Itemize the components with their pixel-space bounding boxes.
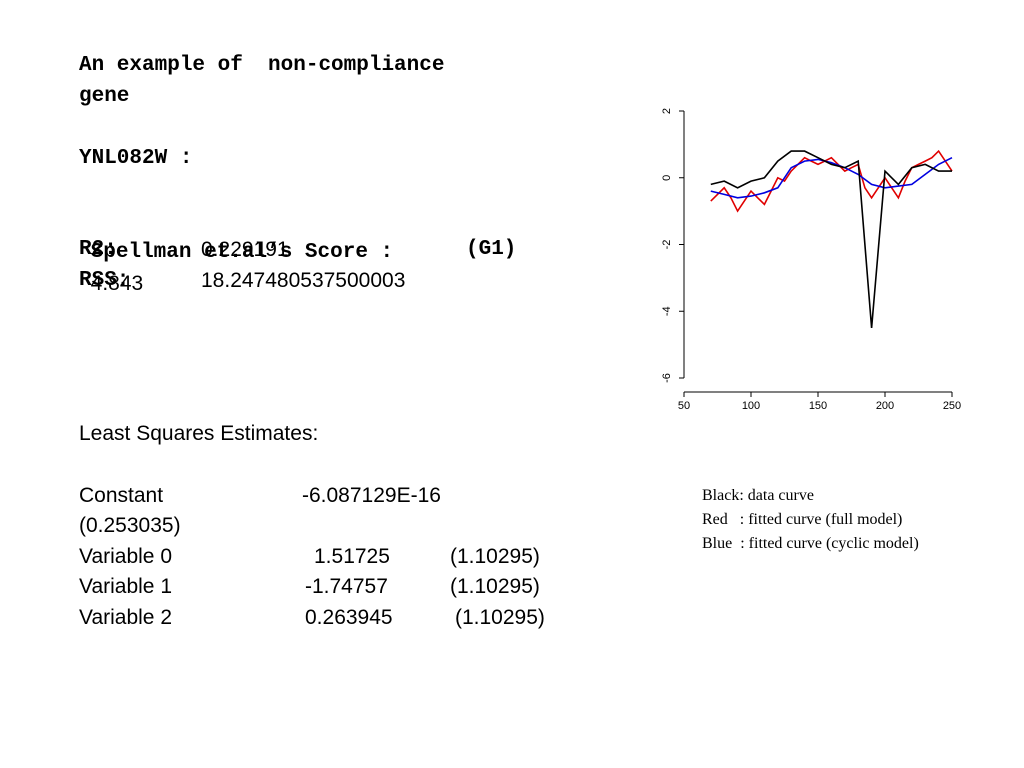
estimate-se-constant: (0.253035)	[79, 514, 181, 537]
estimate-value-var2: 0.263945	[305, 606, 393, 629]
x-tick-label: 200	[876, 400, 894, 412]
estimate-name-var1: Variable 1	[79, 575, 173, 598]
estimate-value-var0: 1.51725	[314, 545, 390, 568]
legend-red: Red : fitted curve (full model)	[702, 511, 903, 528]
series-line-2	[710, 156, 953, 199]
estimate-value-var1: -1.74757	[305, 575, 388, 598]
estimate-name-var2: Variable 2	[79, 606, 173, 629]
estimate-value-constant: -6.087129E-16	[302, 484, 441, 507]
estimate-name-var0: Variable 0	[79, 545, 173, 568]
x-tick-label: 150	[809, 400, 827, 412]
legend-black: Black: data curve	[702, 487, 814, 504]
estimates-title: Least Squares Estimates:	[79, 422, 319, 445]
heading-line-1: An example of non-compliance	[79, 54, 445, 77]
y-tick-label: 2	[661, 108, 673, 114]
series-line-0	[710, 150, 952, 328]
estimate-name-constant: Constant	[79, 484, 164, 507]
y-tick-label: -6	[661, 373, 673, 383]
estimate-se-var2: (1.10295)	[455, 606, 545, 629]
y-tick-label: -2	[661, 240, 673, 250]
expression-line-chart: 2 0 -2 -4 -6 50 100 150 200 250	[661, 108, 961, 412]
score-label: Spellman et.al’s Score :	[90, 241, 394, 264]
r2-value: 0.229191	[201, 238, 289, 261]
rss-label: RSS:	[79, 269, 130, 292]
x-tick-label: 100	[742, 400, 760, 412]
x-tick-label: 50	[678, 400, 690, 412]
x-tick-label: 250	[943, 400, 961, 412]
gene-id: YNL082W :	[79, 147, 193, 170]
r2-label: R2:	[79, 238, 117, 261]
legend-blue: Blue : fitted curve (cyclic model)	[702, 535, 919, 552]
rss-value: 18.247480537500003	[201, 269, 406, 292]
estimate-se-var0: (1.10295)	[450, 545, 540, 568]
score-row: Spellman et.al’s Score : 4.843	[79, 204, 393, 299]
heading-line-2: gene	[79, 85, 130, 108]
y-tick-label: -4	[661, 306, 673, 316]
y-tick-label: 0	[661, 175, 673, 181]
phase-label: (G1)	[466, 238, 517, 261]
score-value: 4.843	[90, 272, 144, 295]
estimate-se-var1: (1.10295)	[450, 575, 540, 598]
